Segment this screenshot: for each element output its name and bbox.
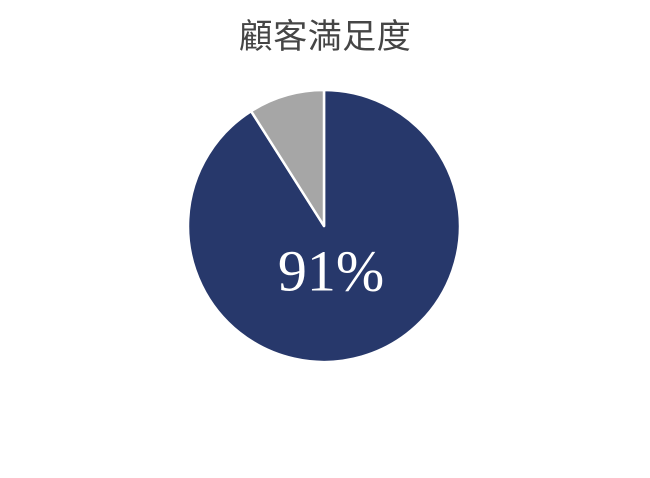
- pie-slice-satisfied-label: 91%: [278, 238, 384, 303]
- pie-slice-other[interactable]: [249, 88, 326, 228]
- pie-slice-satisfied[interactable]: [186, 88, 462, 364]
- chart-title: 顧客満足度: [238, 19, 412, 56]
